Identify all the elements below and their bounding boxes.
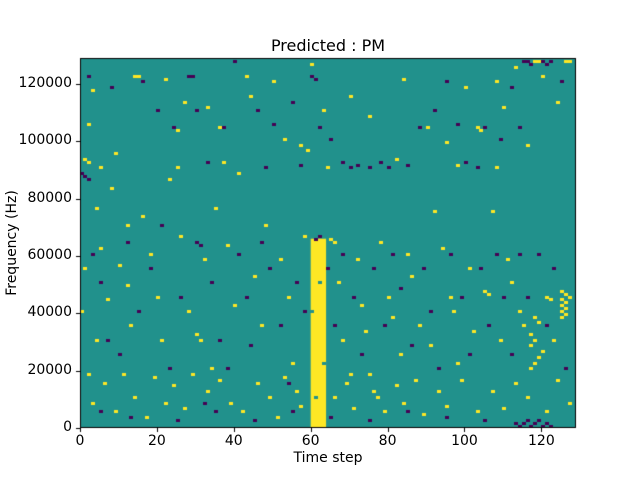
chart-title: Predicted : PM [270,36,386,55]
x-tick-label-20: 20 [147,433,166,449]
x-tick-label-120: 120 [528,433,555,449]
x-tick-label-40: 40 [224,433,243,449]
x-tick-label-80: 80 [378,433,397,449]
x-tick-label-100: 100 [451,433,478,449]
x-axis-label: Time step [293,450,363,466]
y-tick-label-40000: 40000 [27,304,72,321]
y-tick-label-60000: 60000 [27,246,72,263]
y-tick-label-0: 0 [63,419,72,435]
y-tick-label-100000: 100000 [18,132,72,149]
x-tick-label-0: 0 [75,433,85,449]
y-tick-label-20000: 20000 [27,361,72,378]
y-tick-label-80000: 80000 [27,189,72,206]
y-tick-label-120000: 120000 [18,74,72,91]
x-tick-label-60: 60 [301,433,320,449]
